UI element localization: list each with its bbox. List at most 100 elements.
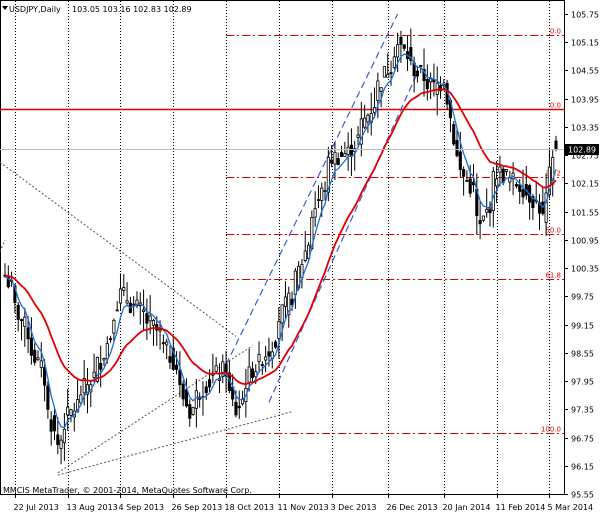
candle-body xyxy=(356,134,360,138)
y-tick-label: 103.35 xyxy=(571,124,599,133)
candle-body xyxy=(33,349,37,363)
candle-body xyxy=(264,356,268,361)
candle-body xyxy=(273,341,278,348)
y-tick-label: 96.75 xyxy=(571,435,594,444)
candle-body xyxy=(363,117,367,128)
candle-body xyxy=(372,107,377,114)
x-tick-label: 26 Sep 2013 xyxy=(172,503,223,512)
y-tick-label: 97.95 xyxy=(571,378,594,387)
candle-body xyxy=(471,181,476,186)
candle-body xyxy=(69,409,73,416)
candle-body xyxy=(165,341,169,346)
candle-body xyxy=(39,360,43,368)
chart-symbol: USDJPY,Daily xyxy=(9,5,61,14)
fib-level-label: 61.8 xyxy=(545,272,561,280)
candle-body xyxy=(429,78,433,83)
x-tick-label: 5 Mar 2014 xyxy=(548,503,594,512)
candle-body xyxy=(49,419,53,432)
y-tick-label: 102.75 xyxy=(571,152,599,161)
candle-body xyxy=(254,371,258,378)
candle-body xyxy=(353,148,357,152)
candle-body xyxy=(386,73,390,78)
candle-body xyxy=(257,354,261,362)
candle-body xyxy=(376,80,380,101)
candle-body xyxy=(178,370,182,386)
y-tick-label: 104.55 xyxy=(571,67,599,76)
candle-body xyxy=(168,356,172,363)
y-tick-label: 99.75 xyxy=(571,293,594,302)
x-tick-label: 26 Dec 2013 xyxy=(387,503,438,512)
candle-body xyxy=(260,364,264,366)
y-tick-label: 96.15 xyxy=(571,463,594,472)
candle-body xyxy=(29,337,33,356)
candle-body xyxy=(142,309,146,312)
chart-ohlc: 103.05 103.16 102.83 102.89 xyxy=(72,5,192,14)
candle-body xyxy=(339,152,344,157)
candle-body xyxy=(132,303,136,306)
candle-body xyxy=(330,159,334,164)
candle-body xyxy=(323,190,327,192)
candle-body xyxy=(102,358,106,361)
candle-body xyxy=(554,140,558,149)
candle-body xyxy=(389,72,393,75)
candle-body xyxy=(122,287,126,291)
candle-body xyxy=(26,327,30,340)
y-tick-label: 98.55 xyxy=(571,350,594,359)
candle-body xyxy=(518,184,522,192)
last-price-label: 102.89 xyxy=(568,146,596,155)
y-tick-label: 97.35 xyxy=(571,406,594,415)
candle-body xyxy=(191,407,195,415)
price-axis: 105.75105.15104.55103.95103.35102.75102.… xyxy=(564,11,599,500)
candle-body xyxy=(221,361,225,377)
channel-upper-line xyxy=(225,13,399,365)
candle-body xyxy=(287,292,291,316)
candle-body xyxy=(320,187,324,201)
candle-body xyxy=(359,118,363,145)
candle-body xyxy=(392,56,396,68)
channel-lower-line xyxy=(268,72,418,403)
candle-body xyxy=(16,304,20,320)
candle-body xyxy=(112,319,116,334)
y-tick-label: 105.15 xyxy=(571,39,599,48)
candle-body xyxy=(504,169,509,172)
candle-body xyxy=(43,367,47,386)
candle-body xyxy=(234,401,238,416)
candle-body xyxy=(280,304,284,324)
candle-body xyxy=(99,362,103,370)
y-tick-label: 100.95 xyxy=(571,237,599,246)
candle-body xyxy=(333,151,337,165)
candle-body xyxy=(422,69,426,81)
fib-level-label: 0.0 xyxy=(550,28,561,36)
candle-body xyxy=(462,169,466,177)
candle-body xyxy=(95,356,99,382)
candle-body xyxy=(283,296,288,307)
candle-body xyxy=(62,428,66,444)
candle-body xyxy=(468,178,472,194)
x-tick-label: 4 Sep 2013 xyxy=(119,503,165,512)
candle-body xyxy=(161,342,165,344)
candle-body xyxy=(66,406,70,416)
x-tick-label: 11 Feb 2014 xyxy=(496,503,546,512)
candle-body xyxy=(409,47,413,61)
candle-body xyxy=(382,66,386,78)
candle-body xyxy=(346,146,350,156)
candle-body xyxy=(399,36,403,45)
triangle-lower-line xyxy=(57,345,253,474)
candle-body xyxy=(76,399,80,413)
candle-body xyxy=(204,386,208,394)
candle-body xyxy=(151,320,156,326)
candle-body xyxy=(336,158,340,166)
candle-body xyxy=(547,166,551,196)
candle-body xyxy=(495,178,499,187)
candle-body xyxy=(481,215,485,221)
x-tick-label: 11 Nov 2013 xyxy=(278,503,329,512)
fast-moving-average-line xyxy=(4,53,557,429)
candle-body xyxy=(125,300,129,304)
collapse-triangle-icon[interactable] xyxy=(2,6,8,10)
candle-body xyxy=(23,316,27,327)
candle-body xyxy=(438,85,443,92)
candle-body xyxy=(109,338,113,341)
candle-body xyxy=(349,144,353,157)
